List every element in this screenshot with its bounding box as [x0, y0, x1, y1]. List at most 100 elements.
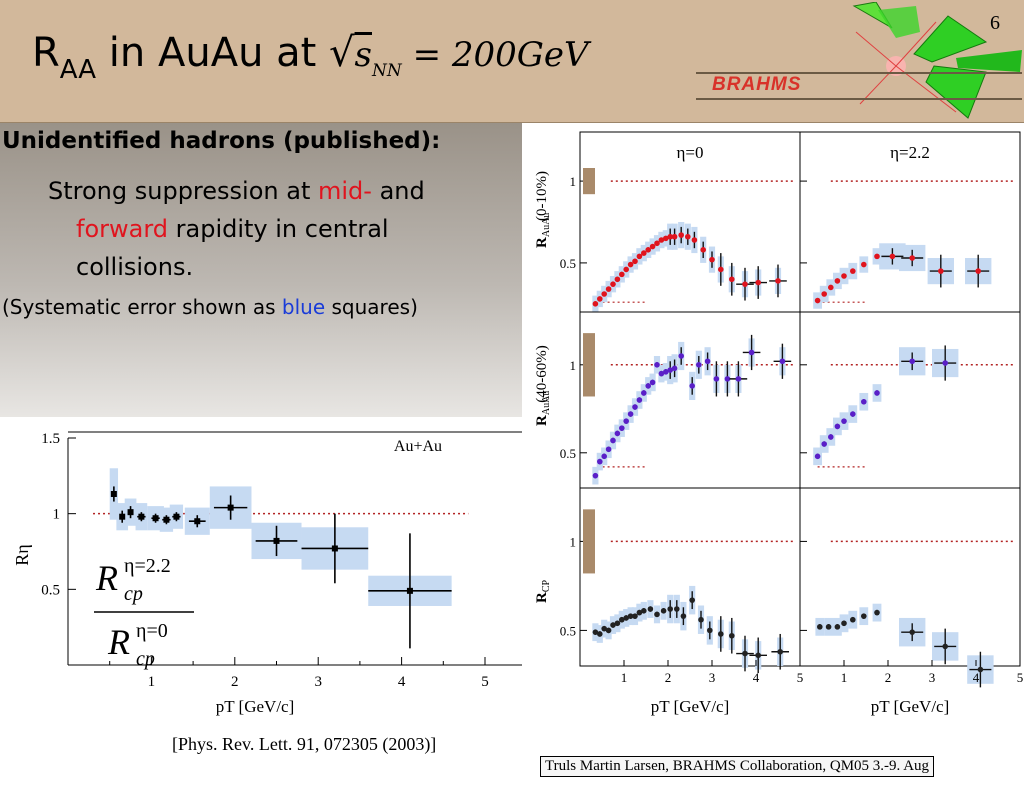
- brahms-logo: BRAHMS: [712, 74, 802, 95]
- data-point: [724, 376, 731, 382]
- data-point: [834, 624, 841, 630]
- x-tick-label: 4: [973, 670, 980, 685]
- x-tick-label: 3: [314, 674, 322, 690]
- data-point: [748, 349, 755, 356]
- centrality-label: (0-10%): [534, 171, 550, 221]
- data-point: [850, 411, 856, 417]
- row-y-label: RAuAu: [534, 213, 552, 248]
- data-point: [641, 390, 647, 396]
- footer-credit: Truls Martin Larsen, BRAHMS Collaboratio…: [540, 756, 935, 777]
- x-tick-label: 1: [148, 674, 156, 690]
- data-point: [938, 268, 944, 274]
- data-point: [718, 631, 724, 637]
- data-point: [718, 266, 724, 273]
- raa-grid-chart: RAuAu(0-10%)0.51η=0 η=2.2RAuAu(40-60%)0.5…: [530, 124, 1024, 728]
- data-point: [700, 247, 706, 253]
- data-point: [152, 515, 159, 522]
- data-point: [623, 418, 629, 424]
- data-point: [755, 279, 761, 286]
- panel-frame: [799, 487, 1021, 667]
- data-point: [601, 625, 607, 632]
- data-point: [658, 370, 665, 377]
- slide-header: [0, 0, 1024, 123]
- data-point: [689, 597, 695, 603]
- x-tick-label: 4: [753, 670, 760, 685]
- data-point: [110, 490, 117, 497]
- data-point: [709, 256, 715, 263]
- logo-divider: [696, 72, 1022, 74]
- data-point: [667, 367, 673, 373]
- data-point: [127, 509, 134, 516]
- slide-number: 6: [990, 12, 1000, 34]
- brahms-detector-icon: [852, 2, 1022, 119]
- ratio-numerator-sup: η=2.2: [124, 555, 171, 577]
- data-point: [834, 278, 841, 284]
- data-point: [841, 273, 847, 279]
- data-point: [636, 609, 643, 616]
- data-point: [406, 587, 413, 594]
- x-tick-label: 2: [231, 674, 239, 690]
- normalization-box: [583, 168, 595, 195]
- data-point: [825, 624, 832, 630]
- data-point: [645, 247, 651, 253]
- data-point: [601, 453, 607, 460]
- data-point: [597, 458, 603, 465]
- data-point: [605, 286, 612, 292]
- data-point: [977, 666, 984, 673]
- data-point: [627, 411, 634, 417]
- data-point: [817, 624, 823, 630]
- column-label: η=2.2: [890, 143, 930, 162]
- x-tick-label: 5: [1017, 670, 1024, 685]
- y-tick-label: 0.5: [560, 623, 576, 638]
- data-point: [605, 446, 612, 453]
- data-point: [909, 629, 915, 635]
- x-tick-label: 2: [885, 670, 892, 685]
- x-tick-label: 3: [929, 670, 936, 685]
- ratio-denominator-sup: η=0: [136, 620, 168, 642]
- data-point: [627, 261, 634, 268]
- data-point: [909, 255, 915, 261]
- data-point: [779, 358, 786, 365]
- legend-label: Au+Au: [394, 438, 442, 455]
- data-point: [742, 650, 748, 657]
- data-point: [632, 613, 638, 619]
- centrality-label: (40-60%): [534, 345, 550, 402]
- data-point: [874, 390, 880, 396]
- data-point: [592, 472, 599, 479]
- data-point: [605, 627, 612, 634]
- ratio-numerator: R: [95, 558, 118, 598]
- y-tick-label: 1: [570, 534, 577, 549]
- data-point: [194, 518, 201, 525]
- data-point: [775, 278, 781, 284]
- data-point: [601, 291, 607, 297]
- data-point: [227, 504, 234, 511]
- data-point: [828, 434, 834, 440]
- data-point: [735, 376, 742, 382]
- x-axis-label: pT [GeV/c]: [651, 697, 730, 716]
- data-point: [641, 250, 647, 256]
- data-point: [614, 430, 621, 437]
- data-point: [619, 271, 625, 278]
- y-tick-label: 0.5: [560, 256, 576, 271]
- y-tick-label: 1: [53, 507, 61, 523]
- normalization-box: [583, 333, 595, 397]
- data-point: [674, 606, 680, 612]
- row-y-label: RCP: [534, 579, 552, 603]
- data-point: [975, 268, 981, 274]
- y-tick-label: 1: [570, 358, 577, 373]
- y-tick-label: 0.5: [560, 446, 576, 461]
- data-point: [592, 629, 599, 635]
- data-point: [696, 362, 702, 368]
- data-point: [678, 353, 684, 359]
- x-tick-label: 2: [665, 670, 672, 685]
- data-point: [671, 233, 678, 240]
- data-point: [627, 613, 634, 619]
- data-point: [636, 253, 643, 260]
- ratio-denominator-sub: cp: [136, 648, 155, 670]
- y-tick-label: 0.5: [41, 582, 60, 598]
- left-chart-background: [0, 420, 528, 720]
- data-point: [742, 281, 748, 287]
- data-point: [850, 268, 856, 274]
- data-point: [909, 358, 915, 365]
